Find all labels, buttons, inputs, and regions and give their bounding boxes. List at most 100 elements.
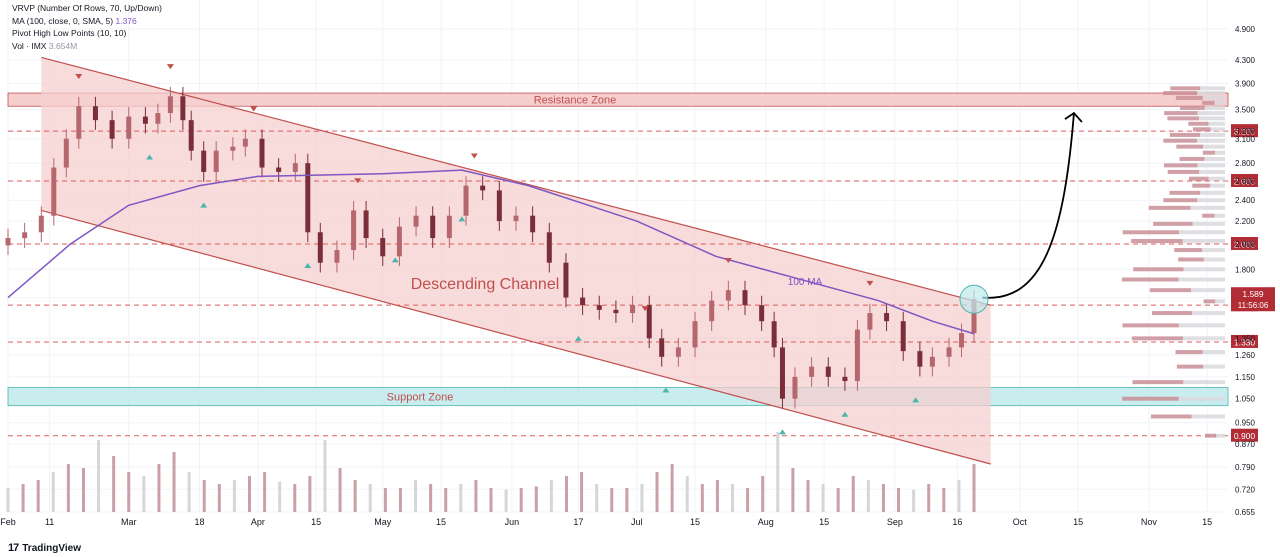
vrvp-bar-up <box>1122 230 1179 235</box>
vrvp-bar-up <box>1178 257 1204 262</box>
candle-body <box>155 113 161 124</box>
pivot-low-marker <box>778 429 786 435</box>
legend-vol[interactable]: Vol · IMX 3.654M <box>12 40 162 53</box>
pivot-low-marker <box>200 202 208 208</box>
volume-bar <box>836 488 840 512</box>
tradingview-logo[interactable]: 17 TradingView <box>8 542 81 554</box>
candle-body <box>530 215 536 233</box>
candle-body <box>201 150 207 172</box>
candle-body <box>463 185 469 216</box>
volume-bar <box>625 488 629 512</box>
vrvp-bar-up <box>1150 414 1192 419</box>
volume-bar <box>293 484 297 512</box>
price-axis[interactable]: 0.655 0.720 0.790 0.870 0.950 1.050 1.150 1.260… <box>1231 25 1275 517</box>
candle-body <box>276 167 282 172</box>
x-tick-label: Mar <box>121 517 137 527</box>
resistance-zone-label: Resistance Zone <box>534 95 617 107</box>
candle-body <box>725 290 731 301</box>
candle-body <box>496 190 502 222</box>
annotations: Descending Channel 100 MA <box>411 111 1083 314</box>
vrvp-bar-down <box>1199 116 1225 121</box>
y-tick-label: 2.400 <box>1235 196 1256 205</box>
volume-bar <box>232 480 236 512</box>
channel-label: Descending Channel <box>411 276 560 293</box>
volume-bar <box>51 472 55 512</box>
y-tick-label: 1.050 <box>1235 395 1256 404</box>
tradingview-brand-name: TradingView <box>22 542 81 554</box>
vrvp-bar-up <box>1121 277 1179 282</box>
vrvp-bar-down <box>1202 248 1225 253</box>
vrvp-bar-up <box>1205 433 1216 438</box>
volume-bar <box>912 489 916 512</box>
y-tick-label: 0.655 <box>1235 508 1256 517</box>
vrvp-bar-down <box>1178 396 1225 401</box>
volume-bar <box>821 484 825 512</box>
volume-bar <box>942 488 946 512</box>
vrvp-bar-down <box>1214 100 1225 105</box>
vrvp-bar-up <box>1202 213 1215 218</box>
level-tag <box>1231 428 1258 442</box>
ma-100-path <box>7 169 975 335</box>
vrvp-bar-down <box>1210 127 1225 132</box>
pivot-low-marker <box>391 257 399 263</box>
pivot-high-marker <box>166 64 174 70</box>
candle-body <box>971 299 977 334</box>
x-tick-label: 17 <box>573 517 583 527</box>
candle-body <box>480 185 486 191</box>
pivot-high-marker <box>75 74 83 80</box>
candle-body <box>180 96 186 121</box>
volume-bar <box>323 440 327 512</box>
volume-bar <box>685 476 689 512</box>
x-tick-label: May <box>374 517 392 527</box>
legend-ma[interactable]: MA (100, close, 0, SMA, 5) 1.376 <box>12 15 162 28</box>
volume-bar <box>655 472 659 512</box>
candle-body <box>675 347 681 357</box>
pivot-high-marker <box>866 280 874 286</box>
volume-bar <box>731 484 735 512</box>
volume-profile <box>1121 86 1225 438</box>
vrvp-bar-up <box>1174 248 1203 253</box>
volume-bar <box>791 468 795 512</box>
vrvp-bar-down <box>1204 105 1225 110</box>
vrvp-bar-down <box>1197 198 1225 203</box>
vrvp-bar-up <box>1163 198 1198 203</box>
support-zone-label: Support Zone <box>387 392 454 404</box>
legend-vrvp[interactable]: VRVP (Number Of Rows, 70, Up/Down) <box>12 2 162 15</box>
pivot-low-marker <box>458 216 466 222</box>
time-axis[interactable]: Feb 11 Mar 18 Apr 15 May 15 Jun 17 Jul 15 Aug 15 Sep 16… <box>0 517 1212 527</box>
y-tick-label: 3.200 <box>1235 127 1256 136</box>
candle-body <box>76 106 82 139</box>
y-tick-label: 0.720 <box>1235 485 1256 494</box>
vrvp-bar-up <box>1169 190 1201 195</box>
vrvp-bar-down <box>1192 221 1225 226</box>
y-tick-label: 4.300 <box>1235 56 1256 65</box>
volume-bar <box>263 472 267 512</box>
vrvp-bar-up <box>1131 336 1184 341</box>
vrvp-bar-down <box>1200 190 1225 195</box>
volume-bar <box>851 476 855 512</box>
vrvp-bar-up <box>1133 267 1184 272</box>
pivot-high-marker <box>250 106 258 112</box>
volume-bar <box>6 488 10 512</box>
volume-bar <box>81 468 85 512</box>
vrvp-bar-down <box>1203 257 1225 262</box>
level-tag <box>1231 124 1258 138</box>
x-tick-label: 15 <box>1073 517 1083 527</box>
volume-bar <box>761 476 765 512</box>
vrvp-bar-up <box>1149 288 1192 293</box>
candle-body <box>38 215 44 233</box>
pivot-high-marker <box>724 257 732 263</box>
legend-pivot[interactable]: Pivot High Low Points (10, 10) <box>12 27 162 40</box>
candle-body <box>929 356 935 367</box>
vrvp-bar-up <box>1169 132 1201 137</box>
candle-body <box>563 262 569 298</box>
pivot-low-marker <box>146 154 154 160</box>
candle-body <box>63 138 69 168</box>
vrvp-bar-up <box>1192 127 1211 132</box>
candle-body <box>396 226 402 257</box>
candle-body <box>809 366 815 377</box>
candle-body <box>959 333 965 348</box>
candle-body <box>580 297 586 306</box>
vrvp-bar-down <box>1183 267 1225 272</box>
